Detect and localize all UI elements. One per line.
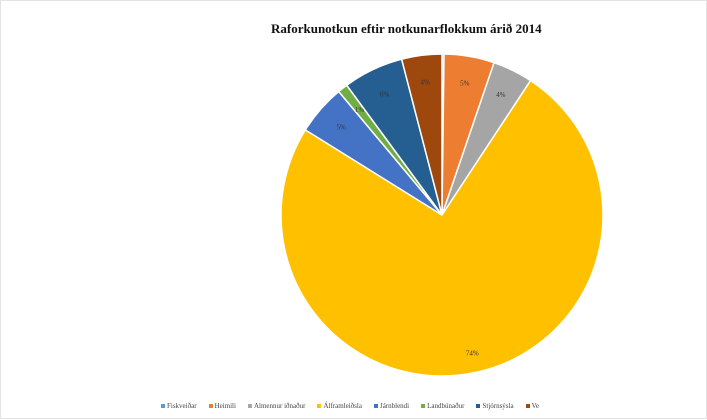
legend-label: Álframleiðsla	[323, 402, 362, 410]
legend-item: Járnblendi	[373, 402, 410, 410]
legend-label: Ve	[531, 402, 539, 410]
legend-label: Landbúnaður	[427, 402, 465, 410]
legend-item: Heimili	[208, 402, 236, 410]
legend-swatch	[373, 404, 378, 408]
legend-swatch	[317, 404, 322, 408]
slice-label-1: 5%	[460, 79, 470, 87]
legend-label: Járnblendi	[379, 402, 410, 410]
chart-title: Raforkunotkun eftir notkunarflokkum árið…	[271, 21, 542, 36]
legend-item: Fiskveiðar	[161, 402, 197, 410]
pie-slice-7	[400, 53, 443, 216]
slice-label-0: 0%	[438, 77, 448, 85]
legend-swatch	[247, 404, 252, 408]
slice-label-6: 6%	[380, 90, 390, 98]
legend-label: Heimili	[214, 402, 236, 410]
legend-label: Stjórnsýsla	[482, 402, 514, 410]
legend-label: Fiskveiðar	[167, 402, 197, 410]
legend-swatch	[161, 404, 165, 408]
legend-swatch	[525, 404, 530, 408]
slice-label-4: 5%	[336, 123, 346, 131]
legend-label: Almennur iðnaður	[253, 402, 306, 410]
legend-item: Álframleiðsla	[317, 402, 362, 410]
legend-swatch	[421, 404, 426, 408]
legend-item: Ve	[525, 402, 539, 410]
legend-item: Stjórnsýsla	[476, 402, 514, 410]
legend-swatch	[476, 404, 481, 408]
slice-label-2: 4%	[496, 91, 506, 99]
legend-swatch	[208, 404, 213, 408]
legend-item: Landbúnaður	[421, 402, 464, 410]
slice-label-3: 74%	[466, 349, 479, 357]
legend-item: Almennur iðnaður	[247, 402, 306, 410]
slice-label-7: 4%	[420, 78, 430, 86]
legend: Fiskveiðar Heimili Almennur iðnaður Álframl…	[161, 402, 539, 410]
pie-slice-3	[280, 79, 604, 377]
slice-label-5: 1%	[355, 106, 365, 114]
